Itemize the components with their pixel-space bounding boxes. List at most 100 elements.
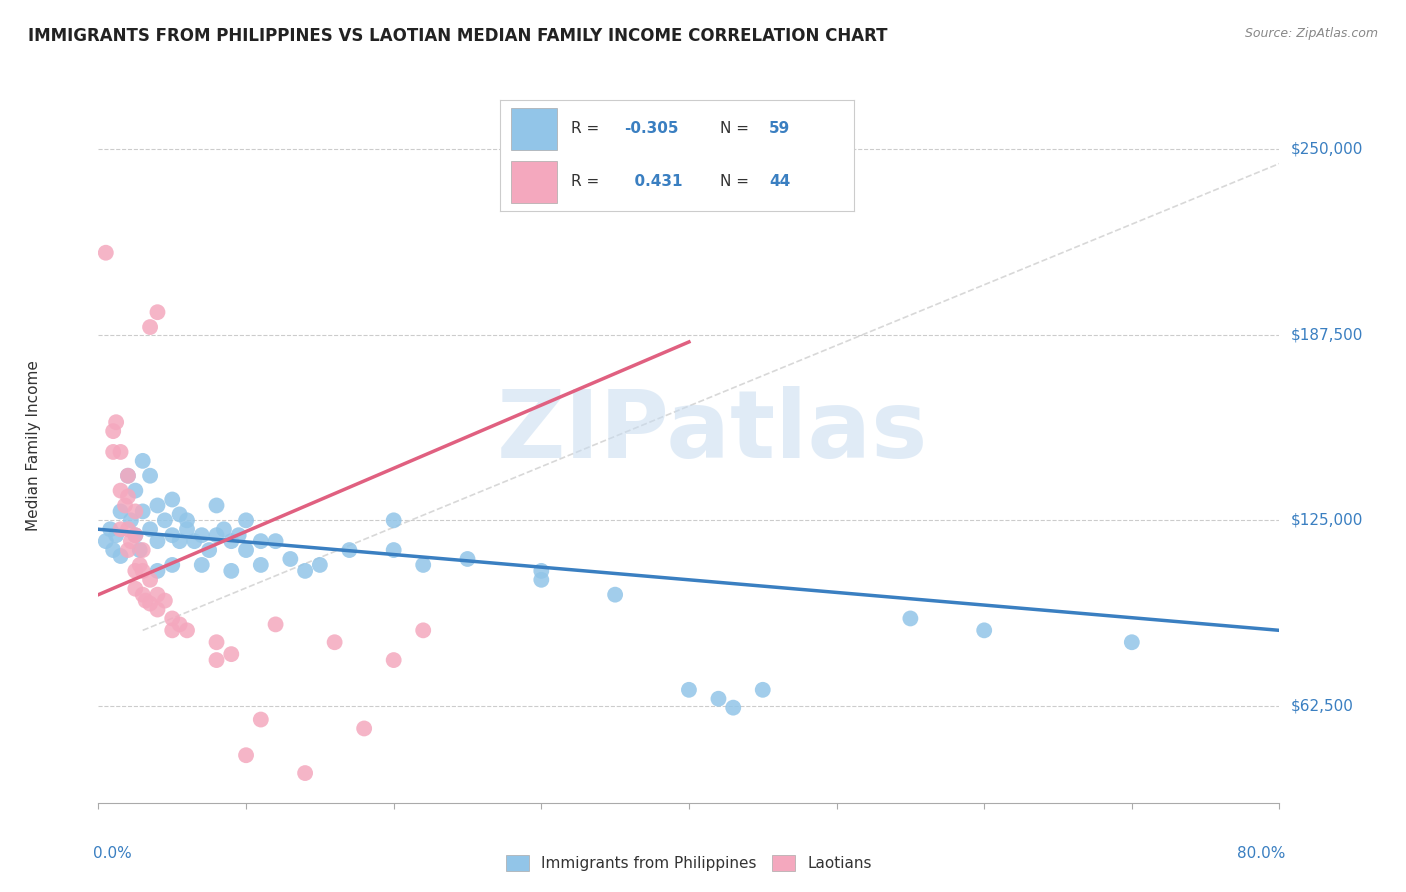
Point: [250, 713, 273, 727]
Point: [103, 445, 125, 459]
Point: [98, 522, 121, 536]
Point: [323, 635, 346, 649]
Point: [110, 483, 132, 498]
Point: [162, 558, 183, 572]
Point: [124, 582, 146, 596]
Point: [219, 564, 242, 578]
Point: [530, 564, 553, 578]
Text: $250,000: $250,000: [1291, 141, 1362, 156]
Point: [124, 528, 146, 542]
Point: [153, 513, 176, 527]
Point: [162, 492, 183, 507]
Point: [146, 564, 169, 578]
Text: Median Family Income: Median Family Income: [25, 360, 41, 532]
Point: [132, 454, 155, 468]
Point: [353, 722, 375, 736]
Text: Source: ZipAtlas.com: Source: ZipAtlas.com: [1244, 27, 1378, 40]
Point: [162, 611, 183, 625]
Point: [132, 504, 155, 518]
Point: [162, 624, 183, 638]
Point: [146, 305, 169, 319]
Point: [176, 513, 198, 527]
Point: [110, 522, 132, 536]
Point: [117, 543, 139, 558]
Point: [228, 528, 250, 542]
Point: [110, 549, 132, 563]
Point: [103, 424, 125, 438]
Point: [139, 522, 162, 536]
Point: [146, 602, 169, 616]
Point: [139, 597, 162, 611]
Point: [105, 415, 128, 429]
Point: [132, 588, 155, 602]
Point: [124, 564, 146, 578]
Point: [146, 499, 169, 513]
Point: [120, 534, 142, 549]
Point: [183, 534, 205, 549]
Point: [169, 617, 191, 632]
Point: [135, 593, 157, 607]
Point: [235, 748, 257, 763]
Text: $187,500: $187,500: [1291, 327, 1362, 342]
Text: $125,000: $125,000: [1291, 513, 1362, 528]
Point: [205, 635, 228, 649]
Point: [278, 552, 302, 566]
Point: [605, 588, 627, 602]
Point: [250, 558, 273, 572]
Point: [205, 653, 228, 667]
Point: [264, 617, 287, 632]
Point: [212, 522, 235, 536]
Point: [114, 499, 136, 513]
Point: [176, 624, 198, 638]
Text: 80.0%: 80.0%: [1237, 846, 1285, 861]
Point: [124, 528, 146, 542]
Point: [382, 653, 405, 667]
Point: [117, 522, 139, 536]
Point: [205, 499, 228, 513]
Point: [530, 573, 553, 587]
Point: [146, 588, 169, 602]
Text: IMMIGRANTS FROM PHILIPPINES VS LAOTIAN MEDIAN FAMILY INCOME CORRELATION CHART: IMMIGRANTS FROM PHILIPPINES VS LAOTIAN M…: [28, 27, 887, 45]
Text: $62,500: $62,500: [1291, 698, 1354, 714]
Point: [139, 320, 162, 334]
Point: [94, 245, 117, 260]
Point: [117, 490, 139, 504]
Point: [382, 543, 405, 558]
Point: [153, 593, 176, 607]
Text: ZIPatlas: ZIPatlas: [496, 385, 928, 478]
Point: [751, 682, 773, 697]
Point: [219, 534, 242, 549]
Point: [235, 543, 257, 558]
Point: [162, 528, 183, 542]
Point: [294, 564, 316, 578]
Point: [721, 700, 744, 714]
Point: [117, 468, 139, 483]
Point: [169, 534, 191, 549]
Point: [678, 682, 700, 697]
Point: [110, 445, 132, 459]
Point: [105, 528, 128, 542]
Point: [250, 534, 273, 549]
Point: [139, 573, 162, 587]
Point: [124, 483, 146, 498]
Point: [176, 522, 198, 536]
Point: [707, 691, 730, 706]
Point: [337, 543, 360, 558]
Point: [120, 513, 142, 527]
Point: [110, 504, 132, 518]
Point: [146, 534, 169, 549]
Text: 0.0%: 0.0%: [93, 846, 131, 861]
Point: [219, 647, 242, 661]
Point: [235, 513, 257, 527]
Point: [973, 624, 995, 638]
Point: [191, 558, 214, 572]
Point: [309, 558, 332, 572]
Point: [294, 766, 316, 780]
Point: [456, 552, 478, 566]
Point: [382, 513, 405, 527]
Point: [900, 611, 922, 625]
Point: [205, 528, 228, 542]
Point: [139, 468, 162, 483]
Point: [412, 624, 434, 638]
Point: [169, 508, 191, 522]
